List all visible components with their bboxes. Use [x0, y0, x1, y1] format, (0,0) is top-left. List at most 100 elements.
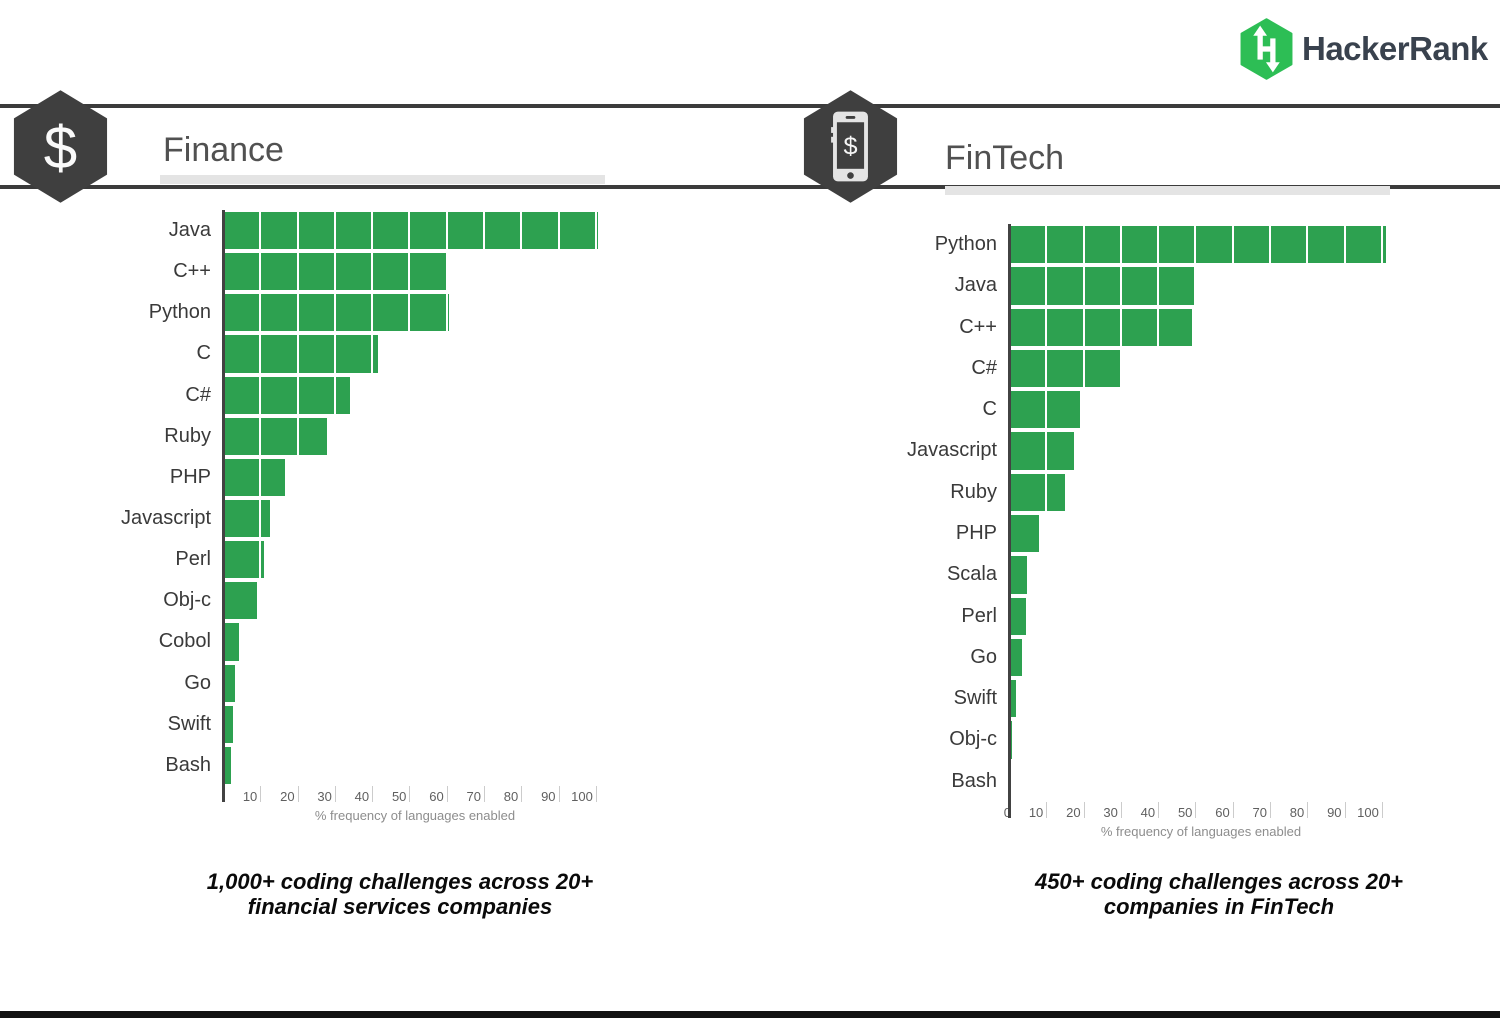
gridline-overlay — [445, 210, 448, 786]
x-tick-label: 90 — [1327, 805, 1342, 820]
category-label: Perl — [175, 548, 211, 571]
bar — [223, 458, 285, 496]
bar — [1009, 680, 1017, 718]
bar — [1009, 473, 1065, 511]
bar — [1009, 432, 1075, 470]
finance-caption: 1,000+ coding challenges across 20+ fina… — [150, 869, 650, 919]
header-band-top-line — [0, 104, 1500, 108]
gridline-overlay — [1343, 224, 1346, 802]
bar — [1009, 349, 1121, 388]
gridline-overlay — [259, 210, 262, 786]
category-label: Python — [934, 233, 997, 255]
x-tick-label: 80 — [503, 789, 519, 804]
x-tick-label: 70 — [1252, 805, 1267, 820]
gridline-overlay — [1194, 224, 1197, 802]
x-tick-label: 50 — [1177, 805, 1193, 820]
category-label: PHP — [169, 465, 211, 488]
category-label: Javascript — [906, 439, 997, 462]
svg-text:$: $ — [843, 132, 857, 160]
x-axis-label: % frequency of languages enabled — [1100, 824, 1302, 839]
fintech-title-underline — [945, 186, 1390, 195]
hackerrank-logo: HackerRank — [1240, 18, 1488, 80]
category-label: Ruby — [164, 424, 211, 447]
category-label: Swift — [953, 687, 997, 710]
category-label: C++ — [173, 260, 211, 283]
category-label: Java — [954, 274, 997, 297]
y-axis-line — [222, 210, 225, 802]
x-tick-label: 40 — [1140, 805, 1156, 820]
fintech-title: FinTech — [945, 139, 1065, 177]
gridline-overlay — [1157, 224, 1160, 802]
category-label: Java — [168, 219, 211, 241]
header-band-bottom-line — [0, 185, 1500, 189]
gridline-overlay — [408, 210, 411, 786]
x-tick-label: 50 — [391, 789, 407, 804]
bar — [223, 623, 240, 661]
category-label: Perl — [961, 604, 997, 627]
gridline-overlay — [1045, 224, 1048, 802]
bar — [223, 664, 235, 702]
gridline-overlay — [557, 210, 560, 786]
bar — [1009, 391, 1080, 429]
category-label: Javascript — [120, 507, 211, 529]
bar — [1009, 515, 1039, 553]
category-label: Obj-c — [949, 728, 997, 751]
gridline-overlay — [594, 210, 597, 786]
category-label: Bash — [951, 769, 997, 792]
fintech-caption-line2: companies in FinTech — [1103, 894, 1335, 919]
gridline-overlay — [1306, 224, 1309, 802]
finance-caption-line2: financial services companies — [247, 894, 553, 919]
category-label: C — [982, 398, 997, 421]
category-label: Go — [970, 645, 997, 668]
category-label: Scala — [946, 563, 997, 586]
finance-title-underline — [160, 175, 605, 184]
bar — [1009, 308, 1192, 346]
bar — [223, 335, 378, 373]
x-tick-label: 100 — [1357, 805, 1379, 820]
category-label: Bash — [165, 753, 211, 776]
x-tick-label: 70 — [466, 789, 481, 804]
gridline-overlay — [520, 210, 523, 786]
gridline-overlay — [482, 210, 485, 786]
gridline-overlay — [1119, 224, 1122, 802]
x-tick-label: 100 — [571, 789, 593, 804]
gridline-overlay — [333, 210, 336, 786]
x-axis-label: % frequency of languages enabled — [314, 808, 516, 823]
x-tick-label: 20 — [1066, 805, 1081, 820]
category-label: Python — [148, 301, 211, 324]
category-label: C# — [971, 356, 997, 379]
category-label: Ruby — [950, 480, 997, 503]
fintech-caption: 450+ coding challenges across 20+ compan… — [969, 869, 1469, 919]
bar — [1009, 597, 1027, 635]
category-label: C — [196, 342, 211, 365]
x-tick-label: 90 — [541, 789, 556, 804]
category-label: Go — [184, 671, 211, 694]
bar — [223, 582, 257, 620]
x-tick-label: 0 — [977, 805, 1011, 820]
x-tick-label: 10 — [1028, 805, 1044, 820]
category-label: C++ — [959, 315, 997, 338]
category-label: Obj-c — [163, 589, 211, 612]
bar — [1009, 556, 1027, 594]
finance-caption-line1: 1,000+ coding challenges across 20+ — [206, 869, 594, 894]
dollar-hexagon-icon: $ — [13, 90, 108, 203]
gridline-overlay — [1231, 224, 1234, 802]
bar — [1009, 267, 1196, 305]
fintech-caption-line1: 450+ coding challenges across 20+ — [1034, 869, 1404, 894]
gridline-overlay — [1268, 224, 1271, 802]
x-tick-label: 60 — [1215, 805, 1230, 820]
gridline-overlay — [1082, 224, 1085, 802]
category-label: C# — [185, 383, 211, 406]
x-tick-label: 40 — [354, 789, 370, 804]
finance-title: Finance — [163, 131, 284, 169]
category-label: Cobol — [158, 630, 211, 653]
bar — [223, 541, 264, 579]
hackerrank-hexagon-icon — [1240, 18, 1293, 80]
y-axis-line — [1008, 224, 1011, 818]
bar — [223, 376, 350, 414]
x-tick-label: 60 — [429, 789, 444, 804]
category-label: Swift — [167, 712, 211, 735]
x-tick-label: 10 — [242, 789, 258, 804]
bar — [223, 500, 270, 538]
